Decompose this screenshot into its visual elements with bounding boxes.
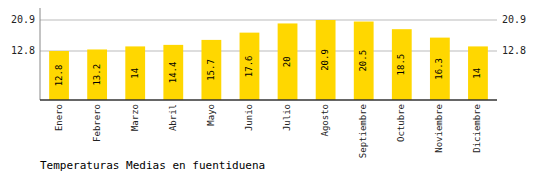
data-label: 20.9 bbox=[320, 49, 330, 71]
bar bbox=[125, 46, 145, 100]
bar bbox=[201, 40, 221, 100]
x-tick-label: Diciembre bbox=[472, 104, 482, 153]
bar bbox=[278, 23, 298, 100]
x-axis-line bbox=[40, 99, 497, 101]
x-tick-label: Julio bbox=[282, 104, 292, 131]
x-tick-label: Junio bbox=[244, 104, 254, 131]
bar bbox=[392, 29, 412, 100]
y-tick-label: 20.9 bbox=[11, 14, 35, 25]
data-label: 14.4 bbox=[168, 62, 178, 84]
data-label: 20.5 bbox=[358, 50, 368, 72]
data-label: 14 bbox=[472, 68, 482, 79]
bar bbox=[163, 45, 183, 100]
data-label: 13.2 bbox=[92, 64, 102, 86]
title: Temperaturas Medias en fuentiduena bbox=[40, 159, 265, 172]
bar bbox=[240, 33, 260, 100]
x-tick-label: Octubre bbox=[396, 104, 406, 142]
bars bbox=[49, 20, 488, 100]
data-label: 15.7 bbox=[206, 59, 216, 81]
y-axis-line bbox=[40, 8, 41, 100]
chart: 12.8 12.8 20.9 20.9 12.8 13.2 14 14.4 15.7 17.6 20… bbox=[0, 0, 537, 174]
x-tick-label: Marzo bbox=[130, 104, 140, 131]
bar bbox=[87, 49, 107, 100]
chart-container: 12.8 12.8 20.9 20.9 12.8 13.2 14 14.4 15.7 17.6 20… bbox=[0, 0, 537, 174]
data-label: 14 bbox=[130, 68, 140, 79]
data-label: 16.3 bbox=[434, 58, 444, 80]
bar bbox=[316, 20, 336, 100]
x-tick-label: Noviembre bbox=[434, 104, 444, 153]
y-tick-label: 12.8 bbox=[11, 45, 35, 56]
bar bbox=[354, 22, 374, 100]
bar bbox=[49, 51, 69, 100]
x-tick-label: Febrero bbox=[92, 104, 102, 142]
y-tick-label-right: 12.8 bbox=[502, 45, 526, 56]
data-label: 20 bbox=[282, 56, 292, 67]
data-label: 17.6 bbox=[244, 55, 254, 77]
data-label: 18.5 bbox=[396, 54, 406, 76]
data-label: 12.8 bbox=[54, 65, 64, 87]
bar bbox=[430, 38, 450, 100]
x-tick-label: Septiembre bbox=[358, 104, 368, 158]
y-tick-label-right: 20.9 bbox=[502, 14, 526, 25]
x-tick-label: Enero bbox=[54, 104, 64, 131]
x-tick-label: Agosto bbox=[320, 104, 330, 137]
bar bbox=[468, 46, 488, 100]
x-tick-label: Mayo bbox=[206, 104, 216, 126]
grid-line bbox=[40, 51, 497, 52]
x-tick-label: Abril bbox=[168, 104, 178, 131]
grid-line bbox=[40, 20, 497, 21]
